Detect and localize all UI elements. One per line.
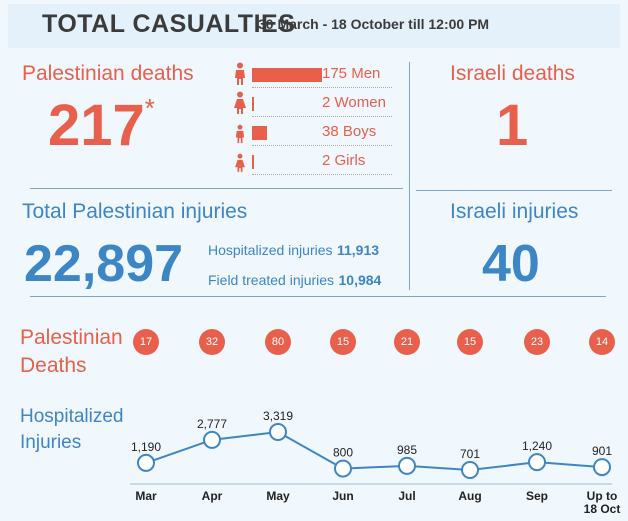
injuries-value-label: 1,240 — [522, 439, 552, 453]
x-tick-label: Up to — [587, 489, 618, 503]
palestinian-injuries-label: Total Palestinian injuries — [22, 200, 248, 223]
injuries-series-line — [145, 430, 603, 472]
israeli-injuries-total: 40 — [482, 235, 540, 293]
breakdown-label-boys: 38 Boys — [322, 123, 377, 140]
vertical-divider — [409, 62, 410, 290]
israeli-injuries-label: Israeli injuries — [450, 200, 579, 223]
x-tick-label: Mar — [135, 489, 157, 503]
monthly-deaths-mar: 17 — [133, 329, 159, 355]
injuries-value-label: 985 — [397, 443, 417, 457]
x-tick-label: Jul — [398, 489, 415, 503]
divider-middle — [30, 296, 606, 297]
monthly-deaths-title: Palestinian Deaths — [20, 324, 123, 380]
palestinian-deaths-total-value: 217 — [48, 93, 145, 158]
monthly-deaths-jun: 15 — [330, 329, 356, 355]
monthly-deaths-sep: 23 — [524, 329, 550, 355]
hospitalized-injuries-label: Hospitalized injuries — [208, 242, 333, 258]
field-treated-injuries-row: Field treated injuries 10,984 — [208, 272, 381, 290]
page-title: TOTAL CASUALTIES — [42, 10, 296, 38]
monthly-deaths-title-line1: Palestinian — [20, 326, 123, 349]
breakdown-row-boys: 38 Boys — [230, 118, 400, 147]
x-tick-label: Apr — [202, 489, 223, 503]
field-treated-injuries-value: 10,984 — [338, 272, 382, 288]
header-bar — [8, 4, 620, 48]
injuries-point-mar — [137, 453, 155, 472]
breakdown-row-women: 2 Women — [230, 89, 400, 118]
hospitalized-chart-title: Hospitalized Injuries — [20, 404, 124, 456]
israeli-deaths-total: 1 — [496, 93, 529, 158]
israeli-deaths-label: Israeli deaths — [450, 62, 575, 85]
monthly-deaths-title-line2: Deaths — [20, 354, 87, 377]
injuries-point-sep — [528, 453, 546, 472]
injuries-value-label: 3,319 — [263, 409, 293, 423]
monthly-deaths-may: 80 — [265, 329, 291, 355]
x-tick-label: May — [266, 489, 290, 503]
deaths-breakdown: 175 Men 2 Women 38 Boys 2 Girls — [230, 60, 400, 180]
monthly-deaths-aug: 15 — [457, 329, 483, 355]
injuries-point-jul — [398, 456, 416, 475]
breakdown-bar-women — [252, 97, 254, 111]
palestinian-deaths-total: 217* — [48, 92, 155, 159]
x-tick-label: Jun — [332, 489, 353, 503]
divider-right — [416, 190, 612, 191]
breakdown-row-girls: 2 Girls — [230, 147, 400, 176]
palestinian-deaths-label: Palestinian deaths — [22, 62, 194, 85]
injuries-point-apr — [203, 430, 221, 449]
breakdown-label-men: 175 Men — [322, 65, 381, 82]
breakdown-bar-men — [252, 68, 322, 82]
breakdown-label-women: 2 Women — [322, 94, 386, 111]
breakdown-separator — [252, 174, 392, 175]
x-tick-label: 18 Oct — [584, 502, 621, 516]
boy-icon — [235, 124, 245, 144]
field-treated-injuries-label: Field treated injuries — [208, 272, 335, 288]
x-tick-label: Sep — [526, 489, 548, 503]
injuries-value-label: 800 — [333, 446, 353, 460]
hospitalized-injuries-row: Hospitalized injuries 11,913 — [208, 242, 379, 260]
hospitalized-injuries-value: 11,913 — [336, 242, 380, 258]
breakdown-separator — [252, 116, 392, 117]
monthly-deaths-jul: 21 — [394, 329, 420, 355]
injuries-point-may — [269, 423, 287, 441]
page-subtitle: 30 March - 18 October till 12:00 PM — [258, 16, 490, 32]
palestinian-injuries-total: 22,897 — [24, 235, 184, 293]
hospitalized-chart-title-line1: Hospitalized — [20, 406, 124, 427]
breakdown-label-girls: 2 Girls — [322, 152, 366, 169]
divider-left — [30, 188, 403, 189]
injuries-point-jun — [334, 459, 352, 478]
injuries-value-label: 2,777 — [197, 417, 227, 431]
breakdown-bar-boys — [252, 126, 268, 140]
footnote-mark: * — [144, 93, 155, 123]
injuries-point-up-to-18-oct — [593, 458, 611, 477]
breakdown-bar-girls — [252, 155, 254, 169]
breakdown-separator — [252, 145, 392, 146]
injuries-value-label: 1,190 — [131, 440, 161, 454]
injuries-value-label: 901 — [592, 444, 612, 458]
breakdown-row-men: 175 Men — [230, 60, 400, 89]
hospitalized-chart-title-line2: Injuries — [20, 432, 82, 453]
injuries-value-label: 701 — [460, 447, 480, 461]
breakdown-separator — [252, 87, 392, 88]
injuries-point-aug — [461, 461, 479, 479]
girl-icon — [235, 153, 245, 173]
monthly-deaths-up-to-18-oct: 14 — [589, 329, 615, 355]
monthly-deaths-apr: 32 — [199, 329, 225, 355]
man-icon — [235, 62, 245, 85]
woman-icon — [234, 91, 246, 114]
x-tick-label: Aug — [458, 489, 481, 503]
